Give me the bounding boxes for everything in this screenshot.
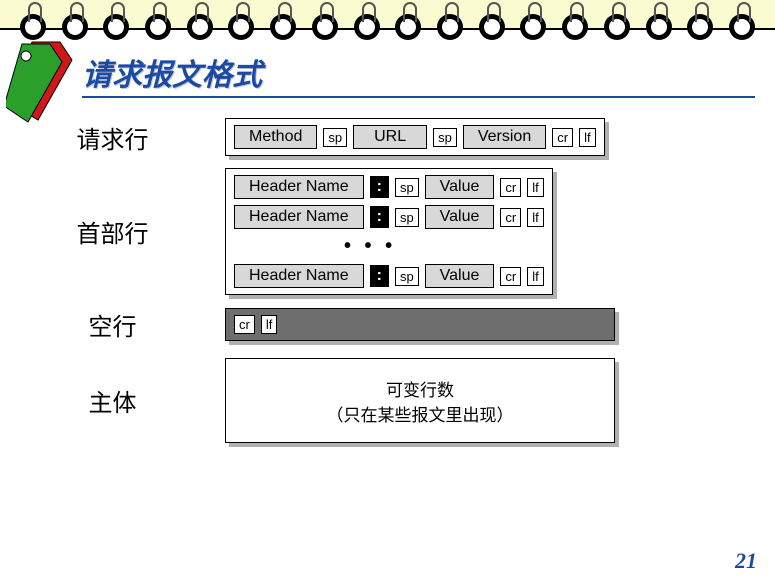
binder-ring [62, 14, 88, 40]
title-underline [82, 96, 755, 98]
binder-ring [354, 14, 380, 40]
body-text-line1: 可变行数 [386, 376, 454, 401]
page-title: 请求报文格式 [82, 50, 262, 94]
token-value: Value [425, 175, 495, 199]
token-cr: cr [552, 128, 573, 147]
token-lf: lf [579, 128, 596, 147]
header-line: Header Name: sp Valuecrlf [234, 264, 544, 288]
binder-ring [729, 14, 755, 40]
binder-ring [187, 14, 213, 40]
binder-rings [0, 8, 775, 44]
price-tag-icon [6, 38, 76, 128]
token-lf: lf [261, 315, 278, 334]
token-cr: cr [500, 178, 521, 197]
token-: : [370, 206, 389, 228]
page-number: 21 [735, 548, 757, 574]
token-sp: sp [395, 267, 419, 286]
token-method: Method [234, 125, 317, 149]
token-sp: sp [395, 178, 419, 197]
binder-ring [604, 14, 630, 40]
binder-ring [312, 14, 338, 40]
token-sp: sp [433, 128, 457, 147]
binder-ring [520, 14, 546, 40]
token-headername: Header Name [234, 175, 364, 199]
blank-line-row: 空行 crlf [0, 307, 755, 342]
binder-ring [103, 14, 129, 40]
token-cr: cr [234, 315, 255, 334]
header-line: Header Name: sp Valuecrlf [234, 205, 544, 229]
token-: : [370, 176, 389, 198]
token-url: URL [353, 125, 427, 149]
token-lf: lf [527, 267, 544, 286]
binder-ring [145, 14, 171, 40]
token-sp: sp [323, 128, 347, 147]
binder-ring [20, 14, 46, 40]
token-version: Version [463, 125, 546, 149]
header-lines-row: 首部行 Header Name:spValuecrlfHeader Name:s… [0, 168, 755, 295]
token-sp: sp [395, 208, 419, 227]
blank-line-block: crlf [225, 308, 615, 341]
token-lf: lf [527, 178, 544, 197]
body-label: 主体 [0, 383, 225, 418]
binder-ring [562, 14, 588, 40]
token-cr: cr [500, 267, 521, 286]
header-line: Header Name: sp Valuecrlf [234, 175, 544, 199]
blank-line-label: 空行 [0, 307, 225, 342]
binder-ring [228, 14, 254, 40]
token-value: Value [425, 264, 495, 288]
binder-ring [646, 14, 672, 40]
header-lines-label: 首部行 [0, 214, 225, 249]
header-lines-block: Header Name:spValuecrlfHeader Name:spVal… [225, 168, 553, 295]
token-headername: Header Name [234, 264, 364, 288]
request-line-row: 请求行 MethodspURLspVersioncrlf [0, 118, 755, 156]
binder-ring [687, 14, 713, 40]
request-line-block: Method sp URL sp Version crlf [225, 118, 605, 156]
body-text-line2: （只在某些报文里出现） [327, 401, 514, 426]
binder-ring [479, 14, 505, 40]
ellipsis: • • • [234, 235, 396, 258]
binder-ring [395, 14, 421, 40]
body-row: 主体 可变行数 （只在某些报文里出现） [0, 358, 755, 443]
token-cr: cr [500, 208, 521, 227]
token-lf: lf [527, 208, 544, 227]
binder-ring [437, 14, 463, 40]
binder-ring [270, 14, 296, 40]
diagram-content: 请求行 MethodspURLspVersioncrlf 首部行 Header … [0, 118, 775, 580]
token-: : [370, 265, 389, 287]
body-block: 可变行数 （只在某些报文里出现） [225, 358, 615, 443]
token-value: Value [425, 205, 495, 229]
token-headername: Header Name [234, 205, 364, 229]
